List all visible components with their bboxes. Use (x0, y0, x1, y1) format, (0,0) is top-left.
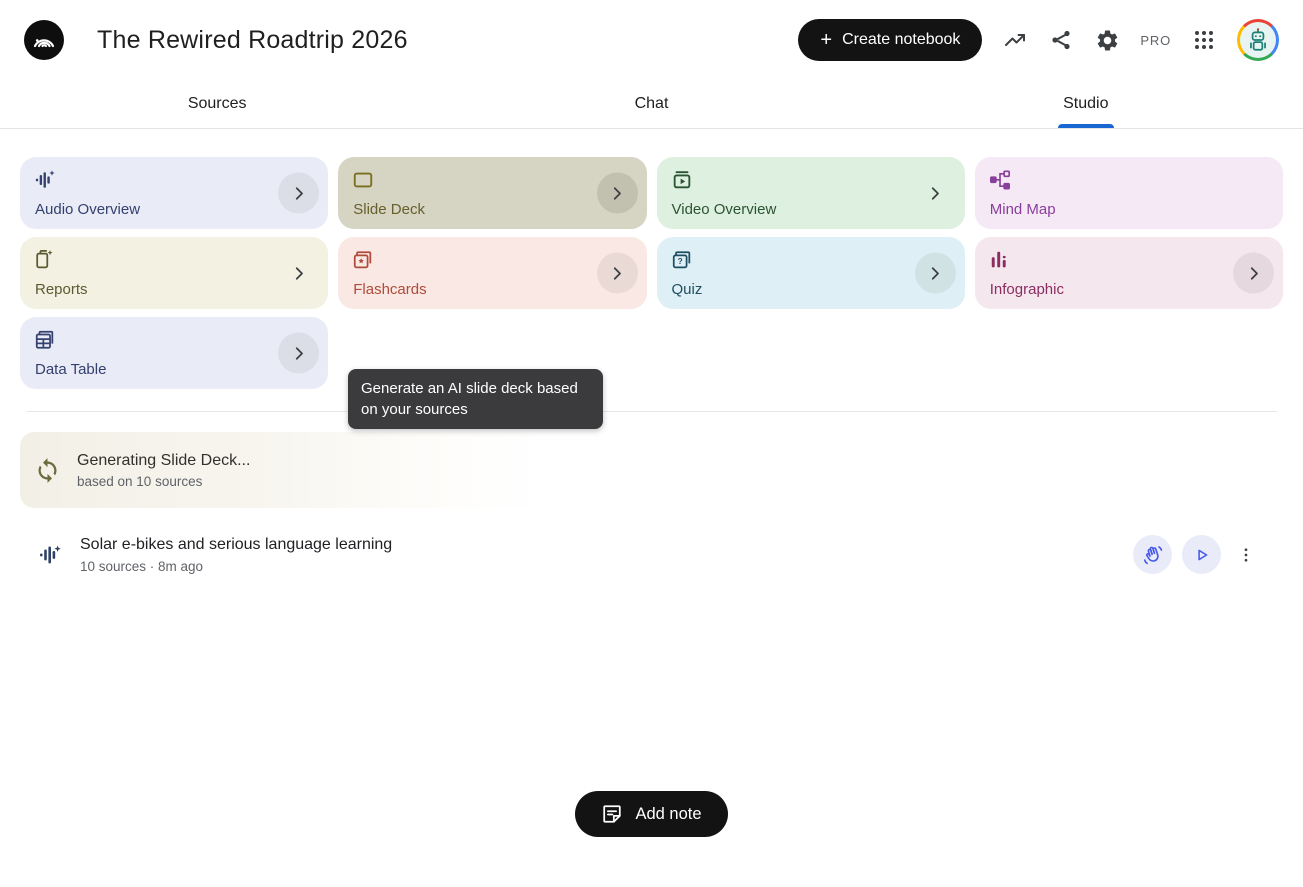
share-icon[interactable] (1048, 27, 1074, 53)
slide-deck-icon (354, 172, 373, 188)
analytics-trending-icon[interactable] (1002, 27, 1028, 53)
tool-label: Infographic (989, 281, 1064, 298)
generating-title: Generating Slide Deck... (77, 451, 251, 469)
artifact-more-menu-button[interactable] (1231, 535, 1261, 574)
chevron-right-icon[interactable] (278, 332, 320, 374)
tab-chat-label: Chat (634, 95, 669, 112)
notebooklm-logo-icon[interactable] (24, 20, 64, 60)
tool-label: Video Overview (671, 201, 777, 218)
data-table-icon (35, 330, 54, 349)
slide-deck-tooltip: Generate an AI slide deck based on your … (348, 369, 603, 429)
waving-hand-icon (1143, 545, 1162, 564)
studio-tool-card-slide-deck[interactable]: Slide Deck (338, 157, 647, 229)
generating-status-card: Generating Slide Deck... based on 10 sou… (20, 432, 543, 508)
notebook-title[interactable]: The Rewired Roadtrip 2026 (97, 25, 408, 54)
chevron-right-icon[interactable] (915, 173, 956, 214)
plus-icon: + (820, 29, 833, 51)
studio-tool-card-reports[interactable]: Reports (20, 237, 329, 309)
studio-tool-card-video-overview[interactable]: Video Overview (656, 157, 965, 229)
tab-chat[interactable]: Chat (434, 80, 868, 128)
reports-icon (36, 249, 53, 269)
studio-panel: Audio Overview Slide Deck Video Overview (0, 157, 1303, 574)
interactive-mode-button[interactable] (1133, 535, 1172, 574)
generating-subtitle: based on 10 sources (77, 473, 203, 489)
tool-label: Flashcards (353, 281, 427, 298)
settings-gear-icon[interactable] (1094, 27, 1120, 53)
play-button[interactable] (1182, 535, 1221, 574)
tool-label: Quiz (671, 281, 703, 298)
studio-tool-card-data-table[interactable]: Data Table (20, 317, 329, 389)
tab-bar: Sources Chat Studio (0, 80, 1303, 129)
studio-tool-card-quiz[interactable]: ? Quiz (656, 237, 965, 309)
add-note-container: Add note (0, 791, 1303, 837)
svg-text:?: ? (677, 257, 682, 266)
tab-studio[interactable]: Studio (869, 80, 1303, 128)
add-note-label: Add note (635, 804, 702, 823)
sync-spinner-icon (38, 457, 57, 483)
chevron-right-icon[interactable] (596, 252, 638, 294)
chevron-right-icon[interactable] (278, 253, 319, 294)
artifact-title: Solar e-bikes and serious language learn… (80, 535, 393, 553)
tab-sources-label: Sources (187, 95, 247, 112)
create-notebook-label: Create notebook (842, 31, 961, 48)
apps-grid-icon[interactable] (1191, 27, 1217, 53)
chevron-right-icon[interactable] (1233, 252, 1274, 294)
quiz-icon: ? (672, 251, 690, 269)
active-tab-underline (1057, 124, 1114, 128)
account-avatar[interactable] (1237, 19, 1279, 61)
audio-overview-icon (35, 170, 55, 188)
flashcards-icon (354, 251, 372, 269)
studio-tool-card-infographic[interactable]: Infographic (974, 237, 1283, 309)
studio-tool-card-flashcards[interactable]: Flashcards (338, 237, 647, 309)
add-note-button[interactable]: Add note (575, 791, 728, 837)
create-notebook-button[interactable]: + Create notebook (798, 19, 983, 61)
chevron-right-icon[interactable] (914, 252, 956, 294)
mind-map-icon (989, 170, 1010, 190)
tab-studio-label: Studio (1063, 95, 1109, 112)
vertical-dots-icon (1244, 547, 1248, 562)
artifact-meta: 10 sources · 8m ago (80, 558, 204, 574)
app-header: The Rewired Roadtrip 2026 + Create noteb… (0, 0, 1303, 80)
play-icon (1197, 549, 1207, 560)
chevron-right-icon[interactable] (596, 172, 638, 214)
video-overview-icon (673, 171, 690, 189)
tool-label: Slide Deck (353, 201, 425, 218)
tab-sources[interactable]: Sources (0, 80, 434, 128)
tool-label: Reports (35, 281, 88, 298)
chevron-right-icon[interactable] (278, 172, 320, 214)
audio-waveform-icon (40, 545, 61, 563)
note-icon (603, 805, 622, 823)
infographic-icon (991, 251, 1006, 268)
studio-tool-card-audio-overview[interactable]: Audio Overview (20, 157, 329, 229)
section-divider (26, 411, 1277, 412)
avatar-robot-image (1240, 22, 1276, 58)
studio-tool-grid: Audio Overview Slide Deck Video Overview (20, 157, 1283, 389)
pro-badge: PRO (1140, 32, 1171, 48)
tool-label: Data Table (35, 361, 107, 378)
audio-artifact-row[interactable]: Solar e-bikes and serious language learn… (20, 535, 1283, 574)
tool-label: Mind Map (989, 201, 1056, 218)
tool-label: Audio Overview (35, 201, 141, 218)
studio-tool-card-mind-map[interactable]: Mind Map (974, 157, 1283, 229)
